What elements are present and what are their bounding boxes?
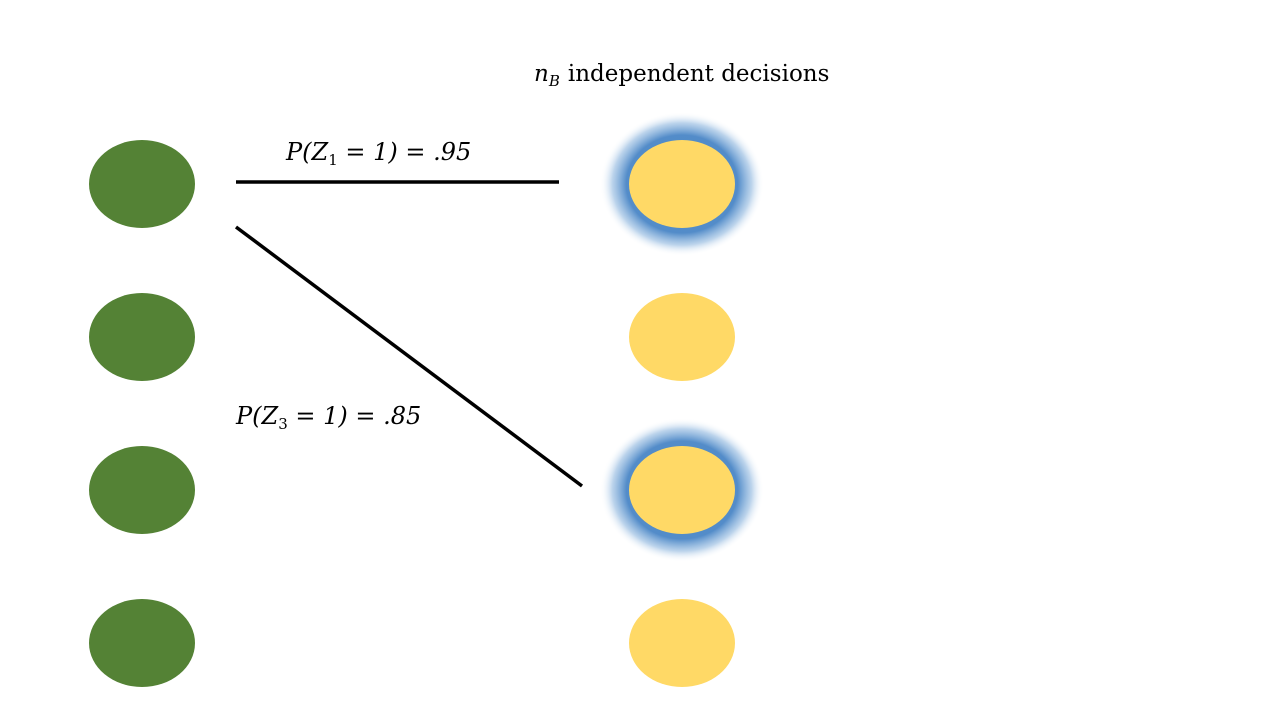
edge-1-label: P(Z1 = 1) = .95 [285,138,471,169]
title-text: independent decisions [568,61,830,87]
edge-2-line [234,225,584,488]
right-node-1 [629,140,735,228]
left-node-1 [89,140,195,228]
title-variable: n [534,61,549,87]
right-node-3 [629,446,735,534]
left-node-3 [89,446,195,534]
right-node-2 [629,293,735,381]
right-node-4 [629,599,735,687]
left-node-column [89,140,195,687]
edge-1-label-subscript: 1 [328,151,338,169]
title-subscript: B [548,72,560,90]
edge-2-label: P(Z3 = 1) = .85 [235,402,421,433]
edge-2-label-prefix: P(Z [235,402,280,430]
edge-2-label-subscript: 3 [278,415,288,433]
edge-1-label-suffix: = 1) = .95 [338,138,472,166]
edge-2-label-suffix: = 1) = .85 [288,402,422,430]
left-node-2 [89,293,195,381]
right-node-column [600,112,764,687]
left-node-4 [89,599,195,687]
edge-1-label-prefix: P(Z [285,138,330,166]
diagram-title: nB independent decisions [534,61,829,90]
